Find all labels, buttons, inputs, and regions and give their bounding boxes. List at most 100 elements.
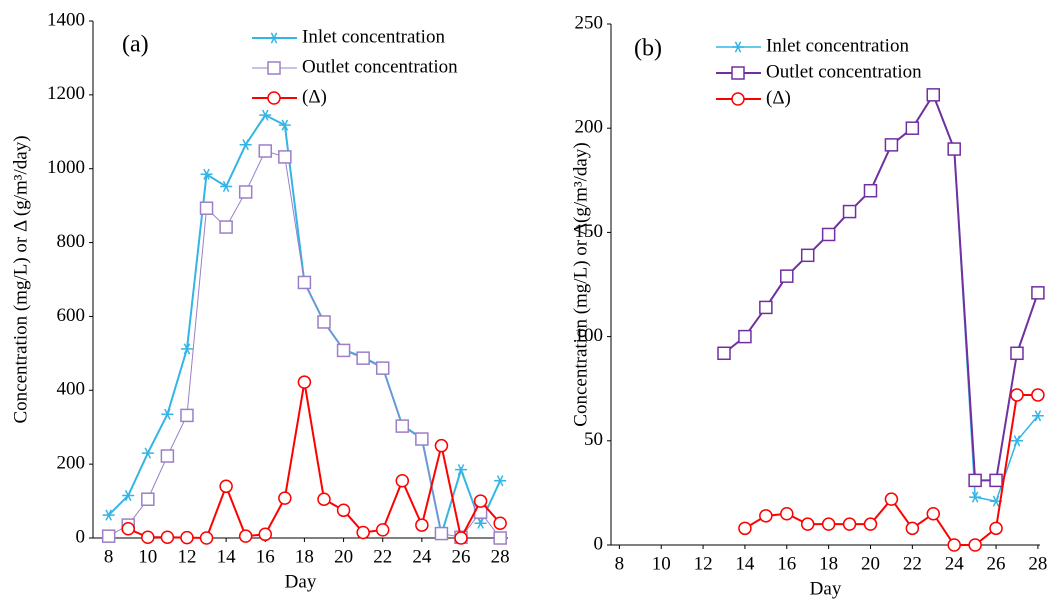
data-point bbox=[474, 517, 487, 529]
x-tick-label: 12 bbox=[694, 553, 713, 574]
data-point bbox=[821, 227, 836, 242]
data-point bbox=[180, 408, 194, 423]
data-point bbox=[969, 491, 982, 503]
y-tick-label: 1000 bbox=[47, 157, 85, 178]
data-point bbox=[238, 185, 253, 199]
data-point bbox=[905, 521, 920, 536]
legend-marker bbox=[731, 66, 745, 80]
x-tick-label: 26 bbox=[452, 546, 471, 567]
data-point bbox=[122, 489, 135, 502]
series-line bbox=[127, 381, 501, 541]
data-point bbox=[968, 538, 982, 552]
legend-marker bbox=[267, 91, 281, 105]
data-point bbox=[259, 109, 272, 121]
x-tick-label: 28 bbox=[1028, 553, 1047, 574]
data-point bbox=[278, 491, 292, 505]
data-point bbox=[738, 329, 752, 344]
x-tick-label: 8 bbox=[104, 546, 114, 567]
data-point bbox=[455, 464, 468, 476]
x-tick-label: 14 bbox=[217, 546, 237, 567]
x-tick-label: 20 bbox=[861, 553, 880, 574]
data-point bbox=[1031, 286, 1045, 300]
data-point bbox=[863, 517, 878, 531]
data-point bbox=[336, 343, 351, 358]
data-point bbox=[884, 138, 899, 152]
data-point bbox=[494, 475, 507, 487]
data-point bbox=[780, 269, 794, 283]
data-point bbox=[356, 351, 370, 365]
data-point bbox=[926, 88, 941, 102]
x-tick-label: 20 bbox=[334, 546, 353, 567]
data-point bbox=[160, 530, 175, 545]
y-tick-label: 150 bbox=[575, 221, 604, 242]
data-point bbox=[161, 408, 174, 420]
data-point bbox=[415, 432, 429, 446]
data-point bbox=[738, 521, 752, 536]
legend-label: (Δ) bbox=[766, 87, 791, 108]
legend-marker bbox=[731, 92, 745, 106]
data-point bbox=[160, 449, 175, 463]
legend-label: (Δ) bbox=[302, 86, 327, 107]
legend-label: Outlet concentration bbox=[766, 61, 922, 82]
data-point bbox=[356, 525, 370, 540]
data-point bbox=[395, 474, 410, 488]
data-point bbox=[968, 473, 982, 488]
data-point bbox=[336, 503, 351, 518]
x-tick-label: 28 bbox=[491, 546, 510, 567]
x-tick-label: 8 bbox=[615, 553, 625, 574]
data-point bbox=[199, 201, 214, 215]
data-point bbox=[800, 517, 815, 531]
y-tick-label: 200 bbox=[575, 117, 604, 138]
y-tick-label: 200 bbox=[57, 453, 86, 474]
x-tick-label: 18 bbox=[819, 553, 838, 574]
panel-label: (a) bbox=[122, 32, 149, 58]
data-point bbox=[219, 220, 233, 234]
data-point bbox=[415, 518, 429, 532]
data-point bbox=[101, 529, 116, 543]
legend-marker bbox=[732, 41, 744, 53]
data-point bbox=[759, 300, 773, 315]
data-point bbox=[493, 531, 507, 545]
data-point bbox=[239, 139, 252, 151]
data-point bbox=[317, 315, 331, 329]
x-tick-label: 16 bbox=[256, 546, 275, 567]
data-point bbox=[278, 150, 292, 164]
data-point bbox=[905, 121, 920, 135]
data-point bbox=[141, 447, 154, 459]
y-axis-label: Concentration (mg/L) or Δ (g/m³/day) bbox=[10, 135, 31, 423]
data-point bbox=[121, 522, 135, 536]
y-tick-label: 1200 bbox=[47, 83, 85, 104]
data-point bbox=[863, 183, 878, 198]
data-point bbox=[258, 144, 273, 158]
legend-label: Inlet concentration bbox=[766, 35, 909, 56]
data-point bbox=[473, 494, 488, 508]
x-axis-label: Day bbox=[285, 571, 317, 592]
data-point bbox=[493, 516, 507, 530]
x-tick-label: 22 bbox=[373, 546, 392, 567]
x-tick-label: 26 bbox=[987, 553, 1006, 574]
data-point bbox=[375, 523, 390, 537]
data-point bbox=[800, 248, 815, 263]
data-point bbox=[780, 506, 794, 521]
x-axis-label: Day bbox=[810, 578, 842, 599]
y-tick-label: 0 bbox=[76, 526, 86, 547]
data-point bbox=[842, 204, 857, 219]
y-axis-label: Concentration (mg/L) or Δ(g/m³/day) bbox=[570, 142, 591, 426]
y-tick-label: 1400 bbox=[47, 9, 85, 30]
y-tick-label: 250 bbox=[575, 12, 604, 33]
series-line bbox=[108, 150, 501, 539]
data-point bbox=[884, 492, 899, 506]
data-point bbox=[1031, 388, 1045, 402]
data-point bbox=[219, 479, 233, 494]
data-point bbox=[926, 506, 941, 521]
data-point bbox=[947, 538, 961, 552]
series-line bbox=[107, 113, 502, 535]
y-tick-label: 50 bbox=[584, 429, 603, 450]
data-point bbox=[199, 531, 214, 545]
data-point bbox=[759, 509, 773, 523]
data-point bbox=[1010, 435, 1023, 447]
data-point bbox=[1010, 388, 1024, 402]
data-point bbox=[1031, 410, 1044, 422]
x-tick-label: 14 bbox=[735, 553, 755, 574]
